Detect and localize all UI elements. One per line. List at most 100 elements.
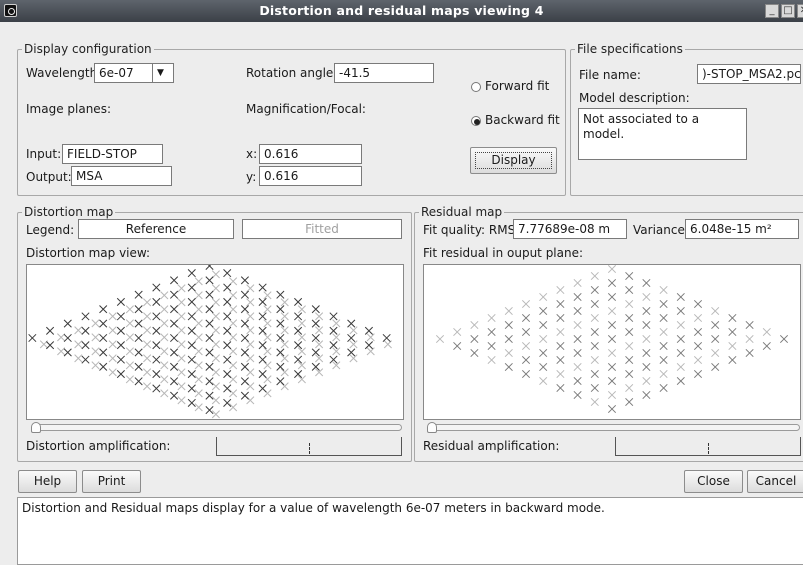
- residual-marker: [693, 299, 703, 309]
- backward-fit-radio[interactable]: [471, 116, 481, 126]
- reference-marker: [170, 348, 179, 357]
- input-plane-input[interactable]: FIELD-STOP: [62, 144, 163, 164]
- reference-marker: [152, 297, 161, 307]
- residual-marker: [573, 278, 582, 288]
- reference-marker: [329, 312, 338, 321]
- fitted-marker: [349, 340, 358, 349]
- backward-fit-label[interactable]: Backward fit: [485, 113, 560, 127]
- residual-marker: [539, 362, 548, 372]
- reference-marker: [81, 341, 90, 350]
- reference-marker: [187, 369, 196, 379]
- variance-value[interactable]: 6.048e-15 m²: [685, 219, 799, 239]
- reference-marker: [329, 341, 338, 350]
- residual-marker: [607, 278, 617, 288]
- residual-marker: [762, 341, 771, 351]
- residual-marker: [487, 313, 496, 323]
- reference-marker: [382, 333, 391, 343]
- residual-marker: [607, 306, 617, 316]
- help-button[interactable]: Help: [18, 470, 77, 493]
- fitted-marker: [160, 347, 169, 356]
- residual-amplification-slider[interactable]: [427, 422, 800, 433]
- residual-marker: [642, 348, 651, 358]
- reference-marker: [205, 276, 214, 285]
- output-plane-label: Output:: [26, 170, 72, 184]
- residual-marker: [521, 369, 531, 379]
- residual-slider-thumb[interactable]: [427, 422, 437, 433]
- distortion-map-group: Distortion map: [17, 205, 412, 462]
- wavelength-select[interactable]: 6e-07 ▼: [94, 63, 174, 83]
- close-window-icon[interactable]: ✕: [797, 4, 803, 18]
- fitted-marker: [194, 403, 203, 412]
- fitted-marker: [211, 340, 220, 349]
- forward-fit-label[interactable]: Forward fit: [485, 79, 550, 93]
- residual-marker: [521, 299, 531, 309]
- reference-marker: [240, 276, 249, 285]
- residual-marker: [625, 397, 634, 407]
- distortion-slider-thumb[interactable]: [31, 422, 41, 433]
- fitted-marker: [332, 333, 341, 342]
- magnification-y-input[interactable]: 0.616: [259, 166, 362, 186]
- residual-marker: [676, 376, 685, 386]
- fitted-marker: [177, 396, 186, 405]
- reference-marker: [187, 326, 196, 335]
- display-button[interactable]: Display: [470, 147, 557, 174]
- distortion-amplification-slider[interactable]: [31, 422, 402, 433]
- rotation-angle-input[interactable]: -41.5: [334, 63, 434, 83]
- fitted-marker: [160, 389, 169, 398]
- reference-marker: [276, 305, 285, 314]
- residual-marker: [676, 348, 685, 358]
- minimize-icon[interactable]: _: [765, 4, 779, 18]
- residual-marker: [711, 320, 720, 330]
- title-bar[interactable]: Distortion and residual maps viewing 4 _…: [0, 0, 803, 22]
- reference-marker: [187, 398, 196, 407]
- residual-map-plot[interactable]: [423, 264, 801, 420]
- residual-marker: [625, 327, 634, 337]
- residual-marker: [521, 327, 531, 337]
- reference-marker: [99, 333, 108, 343]
- forward-fit-radio[interactable]: [471, 82, 481, 92]
- fitted-marker: [177, 326, 186, 335]
- fitted-marker: [177, 298, 186, 307]
- rms-value[interactable]: 7.77689e-08 m: [513, 219, 627, 239]
- reference-marker: [99, 362, 108, 371]
- reference-marker: [240, 391, 249, 400]
- residual-marker: [539, 306, 548, 316]
- reference-marker: [294, 326, 303, 335]
- residual-map-group: Residual map: [414, 205, 803, 462]
- fit-residual-view-label: Fit residual in ouput plane:: [423, 246, 584, 260]
- reference-marker: [187, 269, 196, 278]
- cancel-button[interactable]: Cancel: [747, 470, 803, 493]
- reference-marker: [152, 384, 161, 393]
- distortion-map-plot[interactable]: [26, 264, 404, 420]
- residual-marker: [453, 341, 462, 351]
- fitted-marker: [177, 284, 186, 293]
- file-name-input[interactable]: )-STOP_MSA2.pcf: [697, 64, 801, 84]
- reference-marker: [223, 297, 232, 307]
- residual-marker: [521, 355, 531, 365]
- print-button[interactable]: Print: [82, 470, 141, 493]
- fitted-marker: [280, 354, 289, 363]
- magnification-x-input[interactable]: 0.616: [259, 144, 362, 164]
- reference-marker: [240, 290, 249, 299]
- reference-marker: [99, 305, 108, 314]
- residual-marker: [728, 313, 737, 323]
- residual-marker: [556, 369, 565, 379]
- output-plane-input[interactable]: MSA: [71, 166, 172, 186]
- distortion-amplification-label: Distortion amplification:: [26, 439, 171, 453]
- reference-marker: [187, 341, 196, 350]
- reference-marker: [152, 283, 161, 292]
- file-name-label: File name:: [579, 68, 641, 82]
- residual-marker: [573, 390, 582, 400]
- distortion-map-canvas: [28, 265, 392, 419]
- model-description-text[interactable]: Not associated to a model.: [578, 108, 747, 160]
- residual-marker: [728, 341, 737, 351]
- model-description-label: Model description:: [579, 91, 690, 105]
- residual-marker: [573, 306, 582, 316]
- magnification-y-label: y:: [246, 170, 257, 184]
- status-message-area[interactable]: Distortion and Residual maps display for…: [17, 497, 803, 565]
- app-icon[interactable]: [4, 4, 17, 17]
- close-button[interactable]: Close: [684, 470, 743, 493]
- residual-marker: [745, 334, 754, 344]
- maximize-icon[interactable]: □: [781, 4, 795, 18]
- fitted-marker: [246, 298, 255, 307]
